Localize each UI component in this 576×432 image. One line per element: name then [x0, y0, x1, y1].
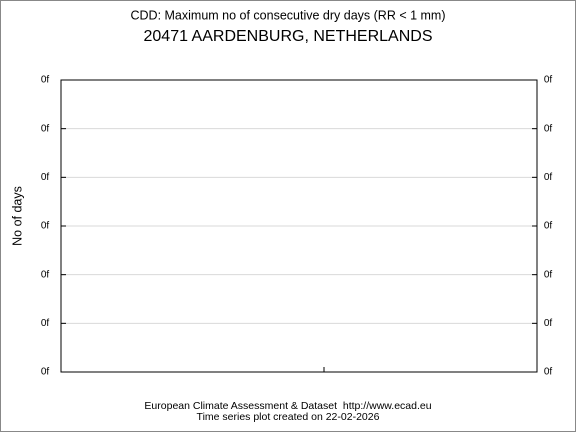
footer-line: Time series plot created on 22-02-2026 [197, 411, 380, 423]
y2-tick-label: 0f [544, 172, 553, 183]
footer-line: European Climate Assessment & Dataset ht… [144, 400, 431, 412]
y-tick-label: 0f [41, 269, 50, 280]
chart-title: CDD: Maximum no of consecutive dry days … [130, 8, 445, 22]
y2-tick-label: 0f [544, 221, 553, 232]
y-tick-label: 0f [41, 367, 50, 378]
y2-tick-label: 0f [544, 269, 553, 280]
y-tick-label: 0f [41, 318, 50, 329]
y-tick-label: 0f [41, 123, 50, 134]
y2-tick-label: 0f [544, 123, 553, 134]
y2-tick-label: 0f [544, 367, 553, 378]
y-axis-label: No of days [10, 186, 24, 246]
y-tick-label: 0f [41, 172, 50, 183]
y2-tick-label: 0f [544, 75, 553, 86]
chart-subtitle: 20471 AARDENBURG, NETHERLANDS [144, 28, 433, 45]
y-tick-label: 0f [41, 221, 50, 232]
y-tick-label: 0f [41, 75, 50, 86]
y2-tick-label: 0f [544, 318, 553, 329]
